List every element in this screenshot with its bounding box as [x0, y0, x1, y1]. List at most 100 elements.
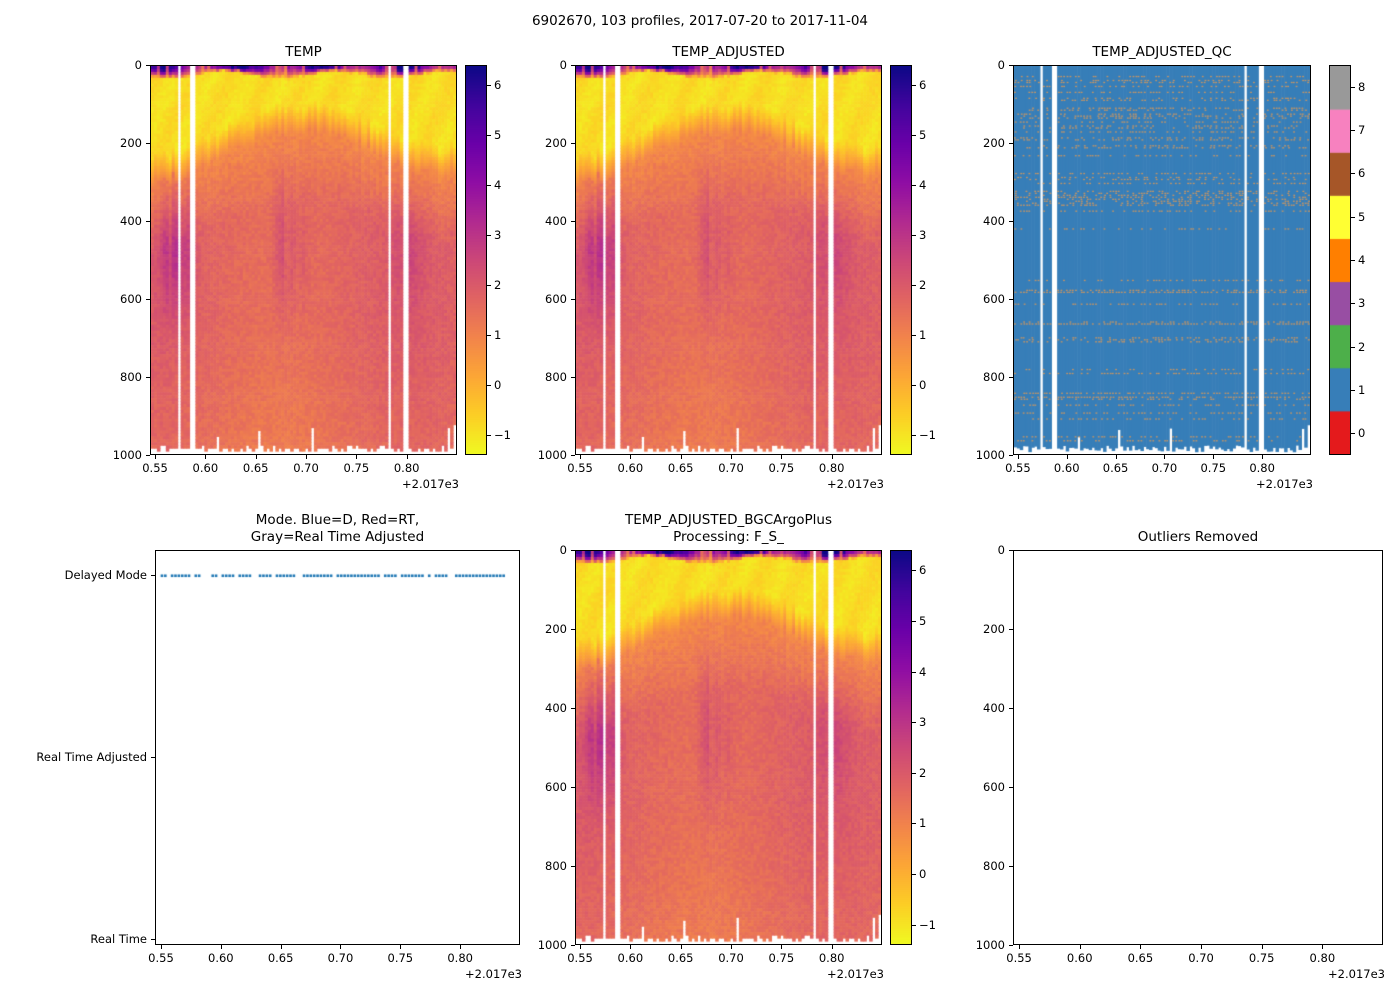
temp-colorbar [465, 65, 487, 455]
colorbar-tick-label: 5 [919, 128, 927, 142]
colorbar-tick-mark [487, 385, 491, 386]
y-tick-mark [571, 708, 575, 709]
colorbar-tick-mark [487, 335, 491, 336]
colorbar-tick-label: 8 [1358, 79, 1366, 94]
temp_adjusted_qc-colorbar [1329, 65, 1351, 455]
y-tick-mark [146, 221, 150, 222]
y-tick-label: 1000 [112, 448, 142, 462]
y-tick-label: 800 [983, 859, 1005, 873]
x-tick-mark [781, 945, 783, 949]
y-tick-label: 600 [545, 780, 567, 794]
y-tick-label: 600 [545, 292, 567, 306]
x-tick-mark [1019, 945, 1021, 949]
y-tick-mark [1009, 945, 1013, 946]
y-tick-mark [1009, 550, 1013, 551]
x-tick-label: 0.60 [192, 461, 219, 475]
colorbar-tick-label: 3 [919, 715, 927, 730]
x-tick-label: 0.55 [567, 951, 593, 965]
y-tick-mark [1009, 787, 1013, 788]
x-tick-label: 0.70 [718, 461, 744, 475]
x-tick-mark [1164, 455, 1166, 459]
colorbar-tick-mark [912, 620, 916, 622]
colorbar-tick-mark [912, 772, 916, 774]
colorbar-tick-label: 6 [919, 563, 927, 578]
x-tick-label: 0.65 [242, 461, 269, 475]
colorbar-tick-label: 3 [1358, 296, 1366, 311]
x-tick-mark [831, 945, 833, 949]
y-tick-mark [1009, 65, 1013, 66]
y-tick-label: 800 [545, 370, 567, 384]
outliers-plot-area [1013, 550, 1383, 945]
x-tick-label: 0.55 [1005, 461, 1031, 475]
y-tick-mark [571, 221, 575, 222]
x-axis-offset-label: +2.017e3 [402, 477, 459, 491]
subplot-temp-adjusted-qc-title-text: TEMP_ADJUSTED_QC [1092, 44, 1232, 60]
x-tick-mark [1213, 455, 1215, 459]
x-tick-label: 0.75 [1200, 461, 1227, 475]
y-tick-label: 400 [545, 701, 567, 715]
x-tick-mark [205, 455, 207, 459]
colorbar-tick-mark [912, 924, 916, 926]
mode-heatmap-canvas [156, 551, 519, 944]
x-tick-mark [1261, 945, 1263, 949]
x-tick-label: 0.80 [447, 951, 473, 965]
colorbar-tick-label: 1 [494, 328, 502, 342]
subplot-outliers-title-text: Outliers Removed [1137, 529, 1259, 545]
y-tick-mark [151, 939, 155, 941]
temp_adjusted-colorbar-canvas [891, 66, 911, 454]
y-tick-mark [571, 550, 575, 551]
x-tick-label: 0.70 [1188, 951, 1214, 965]
x-tick-mark [630, 455, 632, 459]
subplot-mode-title-line1: Mode. Blue=D, Red=RT, [255, 512, 420, 528]
x-tick-label: 0.75 [1248, 951, 1275, 965]
colorbar-tick-label: 4 [919, 178, 927, 192]
colorbar-tick-mark [912, 235, 916, 236]
x-tick-label: 0.65 [1102, 461, 1129, 475]
colorbar-tick-mark [912, 335, 916, 336]
x-tick-mark [1115, 455, 1117, 459]
colorbar-tick-label: 5 [919, 613, 927, 628]
bgc-colorbar-canvas [891, 551, 911, 944]
y-tick-mark [571, 143, 575, 144]
x-tick-label: 0.70 [293, 461, 319, 475]
mode-plot-area [155, 550, 520, 945]
y-tick-mark [1009, 221, 1013, 222]
x-tick-mark [280, 945, 282, 949]
y-tick-label: 200 [983, 622, 1005, 636]
y-tick-mark [146, 299, 150, 300]
subplot-temp-title: TEMP [150, 44, 457, 61]
x-tick-mark [306, 455, 308, 459]
colorbar-tick-mark [912, 135, 916, 136]
y-tick-label: 600 [983, 292, 1005, 306]
subplot-mode-title-line2: Gray=Real Time Adjusted [250, 529, 425, 545]
y-tick-label: 0 [997, 543, 1005, 557]
y-tick-mark [571, 455, 575, 456]
x-tick-label: 0.60 [1053, 461, 1080, 475]
temp_adjusted_qc-colorbar-canvas [1330, 66, 1350, 454]
colorbar-tick-label: 0 [919, 867, 927, 882]
x-tick-mark [580, 945, 582, 949]
x-tick-mark [731, 945, 733, 949]
y-tick-mark [146, 65, 150, 66]
mode-category-label: Real Time Adjusted [36, 749, 147, 764]
colorbar-tick-label: 4 [1358, 253, 1366, 267]
y-tick-label: 400 [120, 214, 142, 228]
colorbar-tick-mark [1351, 86, 1355, 88]
colorbar-tick-label: −1 [919, 428, 936, 442]
colorbar-tick-mark [912, 385, 916, 386]
temp_adjusted-heatmap-canvas [576, 66, 881, 454]
x-axis-offset-label: +2.017e3 [827, 967, 884, 981]
colorbar-tick-mark [912, 874, 916, 876]
colorbar-tick-label: −1 [494, 428, 511, 442]
temp_adjusted-colorbar [890, 65, 912, 455]
temp_adjusted_qc-plot-area [1013, 65, 1311, 455]
x-tick-mark [1017, 455, 1019, 459]
y-tick-label: 800 [120, 370, 142, 384]
colorbar-tick-label: 0 [1358, 426, 1366, 441]
y-tick-label: 200 [545, 622, 567, 636]
y-tick-label: 200 [545, 136, 567, 150]
colorbar-tick-mark [912, 435, 916, 436]
colorbar-tick-label: 2 [494, 278, 502, 292]
